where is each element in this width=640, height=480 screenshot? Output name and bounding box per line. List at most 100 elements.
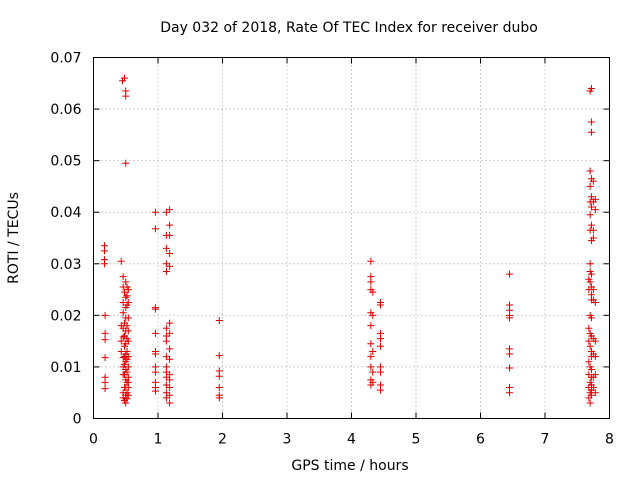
data-point <box>367 340 375 348</box>
data-point <box>369 368 377 376</box>
data-point <box>117 337 125 345</box>
data-point <box>589 234 597 242</box>
data-point <box>166 376 174 384</box>
data-point <box>377 386 385 394</box>
data-point <box>377 342 385 350</box>
data-point <box>587 366 595 374</box>
data-point <box>369 288 377 296</box>
data-point <box>124 314 132 322</box>
axis-ticks: 0 1 2 3 4 5 6 7 8 0 0.01 0.02 0.03 0.04 0.05 0.06 0.07 <box>50 51 614 448</box>
x-tick-label: 5 <box>412 432 421 448</box>
data-point <box>369 378 377 386</box>
data-point <box>506 389 514 397</box>
x-tick-label: 4 <box>347 432 356 448</box>
data-point <box>101 378 109 386</box>
data-point <box>124 337 132 345</box>
data-point <box>166 319 174 327</box>
data-point <box>586 182 594 190</box>
data-point <box>369 311 377 319</box>
data-point <box>367 257 375 265</box>
data-point <box>101 311 109 319</box>
data-point <box>101 336 109 344</box>
data-point <box>166 221 174 229</box>
y-tick-label: 0.07 <box>50 51 81 67</box>
data-point <box>586 399 594 407</box>
data-point <box>166 399 174 407</box>
data-point <box>587 193 595 201</box>
data-point <box>124 298 132 306</box>
data-point <box>162 268 170 276</box>
data-point <box>117 257 125 265</box>
data-point <box>124 391 132 399</box>
y-tick-label: 0.01 <box>50 360 81 376</box>
y-tick-label: 0.02 <box>50 308 81 324</box>
data-point <box>591 195 599 203</box>
data-point <box>377 335 385 343</box>
data-point <box>101 354 109 362</box>
data-point <box>215 384 223 392</box>
data-point <box>122 92 130 100</box>
data-point <box>367 278 375 286</box>
data-point <box>591 353 599 361</box>
y-tick-label: 0.04 <box>50 205 81 221</box>
x-tick-label: 8 <box>605 432 614 448</box>
data-point <box>586 342 594 350</box>
x-axis-label: GPS time / hours <box>291 458 408 474</box>
data-point <box>101 385 109 393</box>
data-point <box>124 327 132 335</box>
y-tick-label: 0.06 <box>50 102 81 118</box>
data-point <box>123 347 131 355</box>
data-points <box>100 74 599 407</box>
data-point <box>215 352 223 360</box>
data-point <box>589 226 597 234</box>
data-point <box>591 389 599 397</box>
data-point <box>586 167 594 175</box>
data-point <box>367 363 375 371</box>
x-tick-label: 0 <box>89 432 98 448</box>
y-tick-label: 0.03 <box>50 257 81 273</box>
data-point <box>377 301 385 309</box>
data-point <box>119 333 127 341</box>
data-point <box>166 206 174 214</box>
data-point <box>369 347 377 355</box>
data-point <box>151 305 159 313</box>
data-point <box>166 231 174 239</box>
x-tick-label: 1 <box>154 432 163 448</box>
data-point <box>591 371 599 379</box>
grid-lines <box>93 57 610 419</box>
data-point <box>585 358 593 366</box>
data-point <box>587 270 595 278</box>
y-axis-label: ROTI / TECUs <box>6 192 22 284</box>
data-point <box>586 260 594 268</box>
data-point <box>166 262 174 270</box>
data-point <box>122 399 130 407</box>
data-point <box>120 288 128 296</box>
x-tick-label: 7 <box>541 432 550 448</box>
x-tick-label: 3 <box>283 432 292 448</box>
data-point <box>124 353 132 361</box>
data-point <box>101 329 109 337</box>
data-point <box>587 84 595 92</box>
x-tick-label: 2 <box>218 432 227 448</box>
data-point <box>587 221 595 229</box>
data-point <box>591 298 599 306</box>
data-point <box>122 293 130 301</box>
data-point <box>377 368 385 376</box>
data-point <box>123 368 131 376</box>
data-point <box>122 278 130 286</box>
data-point <box>587 314 595 322</box>
data-point <box>506 350 514 358</box>
data-point <box>215 394 223 402</box>
data-point <box>166 329 174 337</box>
data-point <box>215 317 223 325</box>
y-tick-label: 0.05 <box>50 154 81 170</box>
data-point <box>166 384 174 392</box>
data-point <box>587 118 595 126</box>
data-point <box>151 208 159 216</box>
data-point <box>122 159 130 167</box>
data-point <box>166 249 174 257</box>
y-tick-label: 0 <box>73 412 82 428</box>
data-point <box>586 278 594 286</box>
data-point <box>123 292 131 300</box>
data-point <box>587 391 595 399</box>
